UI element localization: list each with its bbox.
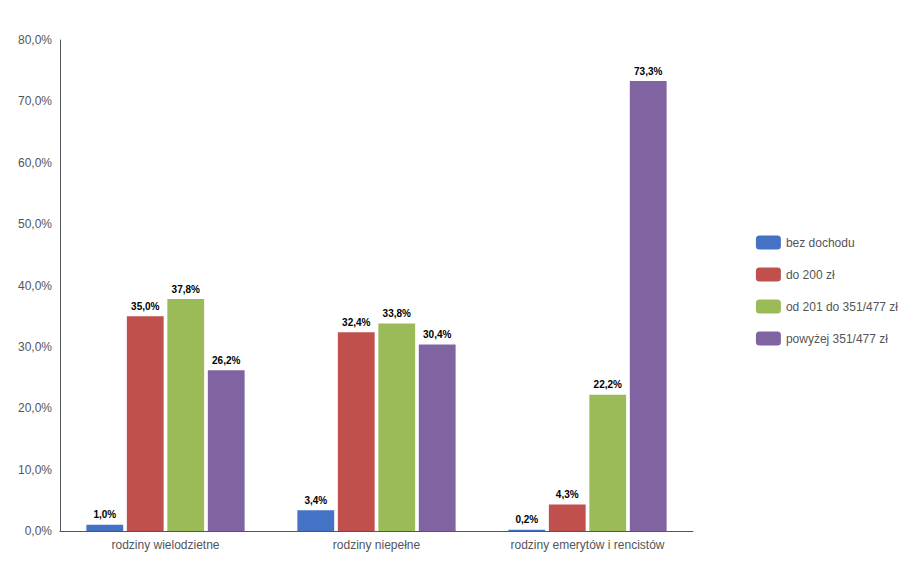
svg-text:37,8%: 37,8% — [172, 284, 200, 295]
svg-text:powyżej 351/477 zł: powyżej 351/477 zł — [786, 332, 888, 346]
svg-text:20,0%: 20,0% — [18, 401, 52, 415]
svg-text:od 201 do 351/477 zł: od 201 do 351/477 zł — [786, 300, 898, 314]
svg-text:70,0%: 70,0% — [18, 94, 52, 108]
svg-text:rodziny niepełne: rodziny niepełne — [333, 538, 421, 552]
svg-text:30,0%: 30,0% — [18, 340, 52, 354]
svg-text:26,2%: 26,2% — [212, 355, 240, 366]
svg-text:35,0%: 35,0% — [131, 301, 159, 312]
svg-text:do 200 zł: do 200 zł — [786, 268, 835, 282]
svg-text:bez dochodu: bez dochodu — [786, 236, 855, 250]
svg-text:22,2%: 22,2% — [594, 379, 622, 390]
svg-text:3,4%: 3,4% — [304, 495, 327, 506]
svg-text:60,0%: 60,0% — [18, 156, 52, 170]
svg-text:10,0%: 10,0% — [18, 463, 52, 477]
svg-text:73,3%: 73,3% — [634, 66, 662, 77]
svg-text:0,0%: 0,0% — [25, 524, 53, 538]
svg-text:80,0%: 80,0% — [18, 33, 52, 47]
svg-text:50,0%: 50,0% — [18, 217, 52, 231]
svg-text:40,0%: 40,0% — [18, 279, 52, 293]
svg-text:30,4%: 30,4% — [423, 329, 451, 340]
svg-text:32,4%: 32,4% — [342, 317, 370, 328]
svg-text:0,2%: 0,2% — [515, 514, 538, 525]
svg-text:rodziny wielodzietne: rodziny wielodzietne — [111, 538, 219, 552]
svg-text:33,8%: 33,8% — [383, 308, 411, 319]
svg-text:1,0%: 1,0% — [93, 509, 116, 520]
svg-text:4,3%: 4,3% — [556, 489, 579, 500]
svg-text:rodziny emerytów i rencistów: rodziny emerytów i rencistów — [510, 538, 664, 552]
